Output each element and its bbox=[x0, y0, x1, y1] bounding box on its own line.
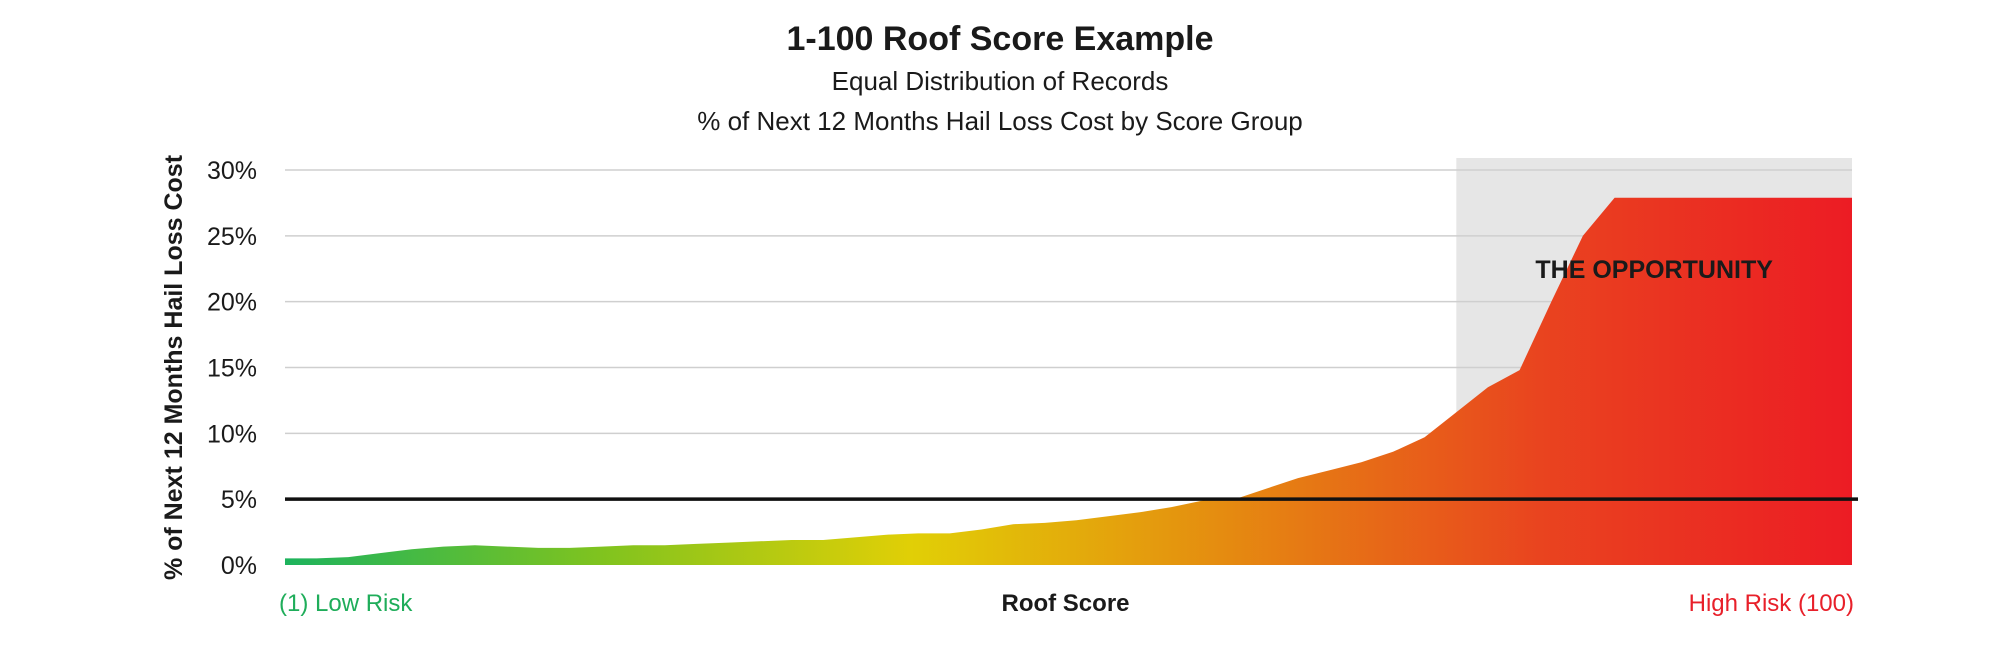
y-tick-label: 20% bbox=[207, 289, 257, 317]
series-area bbox=[285, 197, 1852, 565]
opportunity-label: THE OPPORTUNITY bbox=[1535, 256, 1773, 284]
y-tick-label: 25% bbox=[207, 223, 257, 251]
x-start-label: (1) Low Risk bbox=[279, 590, 413, 617]
x-end-label: High Risk (100) bbox=[1689, 590, 1854, 617]
chart-subtitle-2: % of Next 12 Months Hail Loss Cost by Sc… bbox=[697, 106, 1303, 136]
y-tick-label: 15% bbox=[207, 355, 257, 383]
x-axis-label: Roof Score bbox=[1001, 590, 1129, 617]
y-tick-label: 10% bbox=[207, 420, 257, 448]
y-axis-label: % of Next 12 Months Hail Loss Cost bbox=[160, 154, 188, 580]
chart-title: 1-100 Roof Score Example bbox=[786, 20, 1213, 58]
y-tick-labels: 0% 5% 10% 15% 20% 25% 30% bbox=[207, 157, 257, 580]
y-tick-label: 0% bbox=[221, 552, 257, 580]
y-tick-label: 5% bbox=[221, 486, 257, 514]
y-tick-label: 30% bbox=[207, 157, 257, 185]
chart-subtitle-1: Equal Distribution of Records bbox=[832, 66, 1169, 96]
